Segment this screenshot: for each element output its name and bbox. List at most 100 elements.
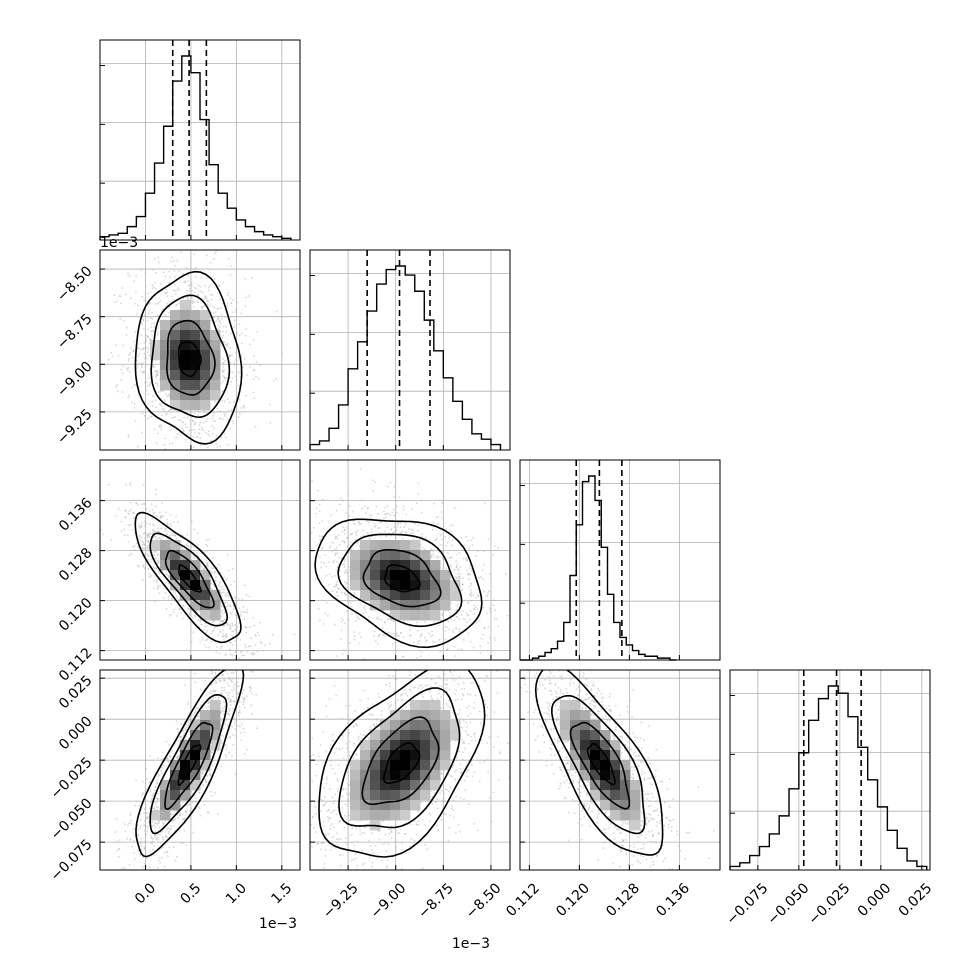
scatter-point: [173, 608, 176, 611]
scatter-point: [336, 565, 339, 568]
scatter-point: [376, 642, 379, 645]
scatter-point: [136, 313, 138, 316]
scatter-point: [134, 330, 137, 333]
scatter-point: [199, 814, 202, 817]
scatter-point: [450, 602, 453, 605]
scatter-point: [477, 595, 480, 598]
scatter-point: [202, 422, 205, 424]
scatter-point: [154, 550, 157, 552]
scatter-point: [468, 567, 471, 570]
scatter-point: [225, 376, 228, 379]
scatter-point: [168, 429, 171, 432]
scatter-point: [211, 293, 214, 296]
scatter-point: [196, 300, 198, 302]
scatter-point: [178, 608, 181, 610]
scatter-point: [470, 595, 473, 598]
scatter-point: [148, 523, 151, 526]
scatter-point: [139, 348, 142, 351]
scatter-point: [315, 507, 318, 510]
density-cell: [370, 550, 381, 561]
scatter-point: [199, 286, 202, 288]
scatter-point: [434, 556, 437, 559]
scatter-point: [140, 366, 143, 368]
scatter-point: [458, 618, 461, 621]
scatter-point: [237, 416, 240, 419]
scatter-point: [213, 427, 215, 430]
scatter-point: [193, 291, 196, 294]
scatter-point: [182, 430, 185, 433]
scatter-point: [128, 394, 130, 397]
scatter-point: [347, 587, 349, 589]
scatter-point: [226, 409, 229, 412]
scatter-point: [377, 512, 380, 515]
scatter-point: [346, 572, 349, 575]
scatter-point: [377, 618, 380, 621]
scatter-point: [233, 325, 236, 328]
scatter-point: [185, 242, 187, 244]
scatter-point: [132, 546, 135, 548]
scatter-point: [147, 377, 150, 379]
scatter-point: [430, 635, 432, 638]
scatter-point: [164, 592, 167, 595]
scatter-point: [175, 304, 177, 307]
scatter-point: [199, 620, 202, 623]
scatter-point: [113, 294, 116, 296]
density-cell: [410, 540, 421, 551]
scatter-point: [317, 607, 320, 610]
density-cell: [400, 600, 411, 611]
scatter-point: [469, 640, 472, 643]
scatter-point: [388, 613, 391, 616]
scatter-point: [142, 451, 144, 453]
scatter-point: [145, 381, 148, 384]
scatter-point: [256, 330, 259, 333]
scatter-point: [197, 805, 200, 808]
panel-body: [100, 482, 296, 660]
scatter-point: [212, 676, 215, 678]
scatter-point: [462, 638, 465, 641]
density-cell: [170, 570, 181, 581]
scatter-point: [451, 539, 454, 542]
scatter-point: [374, 481, 377, 484]
scatter-point: [345, 586, 347, 589]
scatter-point: [458, 628, 461, 631]
scatter-point: [410, 694, 412, 696]
scatter-point: [148, 866, 151, 868]
scatter-point: [193, 301, 196, 303]
scatter-point: [464, 618, 467, 621]
scatter-point: [156, 586, 159, 589]
density-cell: [430, 570, 441, 581]
density-cell: [190, 600, 201, 611]
scatter-point: [242, 610, 245, 613]
scatter-point: [493, 545, 496, 547]
scatter-point: [168, 300, 171, 303]
scatter-point: [353, 593, 356, 596]
scatter-point: [238, 607, 241, 610]
scatter-point: [158, 320, 161, 323]
scatter-point: [214, 311, 217, 313]
scatter-point: [445, 648, 448, 651]
scatter-point: [358, 642, 361, 645]
scatter-point: [217, 327, 220, 330]
scatter-point: [215, 250, 218, 253]
scatter-point: [375, 505, 378, 508]
scatter-point: [208, 662, 210, 664]
scatter-point: [234, 650, 237, 653]
scatter-point: [190, 285, 193, 287]
scatter-point: [354, 530, 357, 533]
scatter-point: [442, 568, 445, 571]
scatter-point: [408, 625, 411, 628]
scatter-point: [222, 591, 225, 594]
scatter-point: [204, 543, 207, 546]
scatter-point: [149, 870, 151, 872]
scatter-point: [175, 615, 178, 617]
scatter-point: [231, 377, 234, 380]
scatter-point: [153, 325, 155, 328]
scatter-point: [322, 623, 325, 625]
scatter-point: [468, 578, 471, 581]
scatter-point: [340, 629, 343, 632]
scatter-point: [130, 297, 132, 300]
scatter-point: [210, 670, 213, 673]
scatter-point: [467, 573, 469, 576]
scatter-point: [175, 515, 178, 518]
scatter-point: [252, 391, 255, 394]
